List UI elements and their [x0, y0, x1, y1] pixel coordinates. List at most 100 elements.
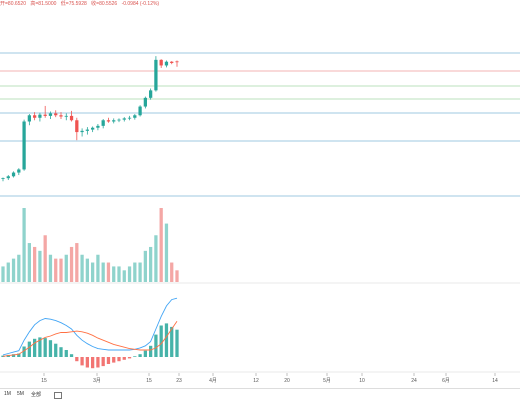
- volume-bar: [127, 266, 132, 282]
- candle: [175, 60, 179, 67]
- x-tick-label: 3月: [93, 378, 101, 384]
- macd-histogram-bar: [43, 338, 47, 357]
- candle: [138, 105, 142, 117]
- candle-body: [101, 120, 105, 126]
- candle: [170, 61, 174, 65]
- macd-histogram-bar: [101, 357, 105, 367]
- candle-body: [17, 169, 21, 173]
- macd-histogram-bar: [127, 357, 132, 359]
- macd-histogram-bar: [122, 357, 126, 360]
- candle: [133, 114, 137, 120]
- candle: [112, 118, 116, 124]
- volume-bar: [133, 262, 137, 282]
- candle-body: [22, 121, 26, 170]
- x-tick-label: 24: [411, 378, 417, 384]
- change-value: -0.0984 (-0.12%): [121, 1, 160, 7]
- candle-body: [80, 130, 84, 133]
- volume-bar: [69, 246, 74, 282]
- candle: [85, 127, 89, 135]
- timeframe-all[interactable]: 全部: [31, 392, 42, 398]
- macd-histogram-bar: [143, 350, 147, 357]
- macd-line: [2, 297, 178, 356]
- candle-body: [75, 120, 79, 133]
- candle: [27, 114, 31, 126]
- macd-histogram-bar: [117, 357, 121, 362]
- candle: [33, 112, 37, 121]
- candle-body: [11, 172, 16, 177]
- candle-body: [59, 115, 63, 117]
- timeframe-1m[interactable]: 1M: [4, 391, 11, 397]
- macd-histogram-bar: [48, 340, 53, 357]
- volume-bar: [112, 266, 116, 282]
- candle: [122, 117, 126, 122]
- close-value: 收=80.5526: [91, 1, 118, 7]
- candle: [48, 111, 53, 120]
- timeframe-calendar-icon[interactable]: [54, 392, 62, 399]
- candle: [96, 123, 100, 131]
- candle-body: [175, 61, 179, 63]
- macd-histogram-bar: [11, 354, 16, 357]
- x-tick-label: 20: [284, 378, 290, 384]
- volume-bar: [6, 262, 10, 282]
- macd-histogram-bar: [17, 353, 21, 357]
- candle: [149, 88, 153, 100]
- candle: [54, 110, 58, 118]
- candle: [164, 60, 169, 68]
- signal-line: [2, 321, 178, 357]
- macd-histogram-bar: [164, 323, 169, 357]
- price-chart[interactable]: 15 3月 15 23 4月 12 20 5月 10 24 6月 14: [0, 0, 520, 388]
- volume-bar: [164, 223, 169, 282]
- candle-body: [6, 176, 10, 179]
- macd-histogram-bar: [138, 354, 142, 357]
- macd-histogram-bar: [133, 356, 137, 357]
- macd-histogram-bar: [154, 334, 158, 357]
- candle: [91, 126, 95, 133]
- macd-panel: [0, 297, 520, 373]
- candle-body: [106, 120, 111, 122]
- candle-body: [64, 115, 68, 117]
- candle-body: [33, 115, 37, 118]
- candle-body: [112, 120, 116, 122]
- macd-histogram-bar: [80, 357, 84, 366]
- volume-bar: [27, 243, 31, 282]
- volume-bar: [22, 208, 26, 282]
- volume-bar: [48, 254, 53, 282]
- candle: [64, 113, 68, 121]
- volume-bar: [33, 246, 37, 282]
- macd-histogram-bar: [69, 354, 74, 357]
- x-tick-label: 15: [41, 378, 47, 384]
- macd-histogram-bar: [33, 338, 37, 357]
- volume-bar: [38, 250, 42, 282]
- volume-bar: [43, 235, 47, 282]
- candle: [1, 177, 5, 182]
- candle: [38, 112, 42, 122]
- x-tick-label: 14: [492, 378, 498, 384]
- candle-body: [96, 125, 100, 128]
- low-value: 低=75.5928: [60, 1, 87, 7]
- macd-histogram-bar: [27, 341, 31, 357]
- volume-bar: [85, 258, 89, 282]
- macd-histogram-bar: [149, 345, 153, 357]
- volume-bar: [170, 262, 174, 282]
- volume-bar: [122, 270, 126, 282]
- macd-histogram-bar: [91, 357, 95, 369]
- volume-bar: [91, 262, 95, 282]
- candle-body: [138, 106, 142, 116]
- volume-bar: [75, 243, 79, 282]
- macd-histogram-bar: [38, 337, 42, 357]
- candle: [75, 117, 79, 141]
- macd-histogram-bar: [59, 347, 63, 357]
- open-value: 开=80.6520: [0, 1, 26, 7]
- candle-body: [91, 127, 95, 130]
- volume-bar: [80, 254, 84, 282]
- candle: [154, 56, 158, 92]
- x-tick-label: 15: [146, 378, 152, 384]
- candle: [22, 119, 26, 171]
- candle-body: [69, 115, 74, 121]
- candle-body: [43, 114, 47, 116]
- candle: [159, 59, 163, 68]
- x-tick-label: 12: [253, 378, 259, 384]
- candle-body: [117, 119, 121, 121]
- volume-bar: [143, 250, 147, 282]
- timeframe-5m[interactable]: 5M: [17, 391, 24, 397]
